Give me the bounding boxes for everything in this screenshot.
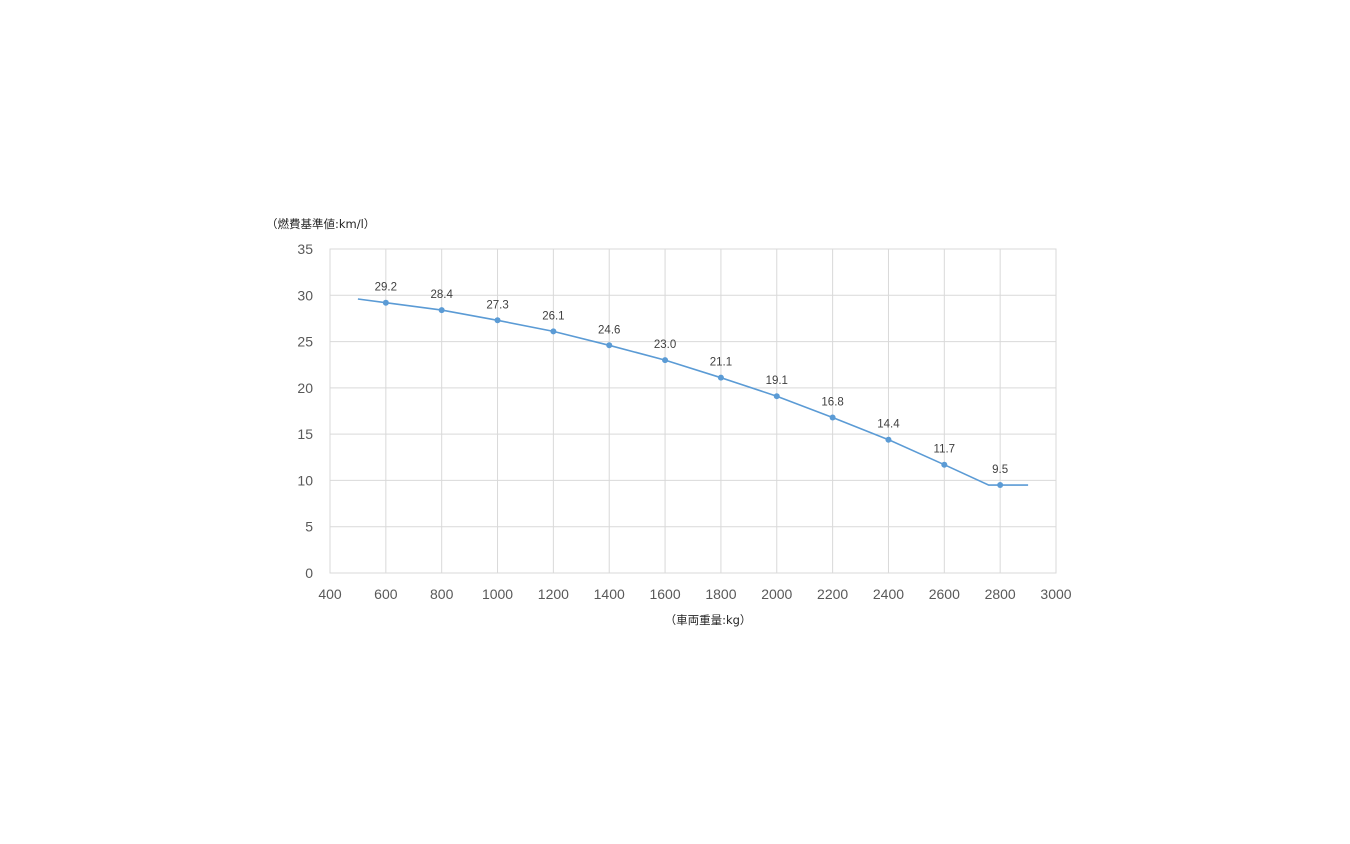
data-label: 9.5 — [992, 464, 1008, 476]
x-tick-label: 1200 — [538, 586, 569, 602]
data-label: 28.4 — [430, 289, 453, 301]
data-label: 23.0 — [654, 339, 676, 351]
y-tick-label: 0 — [305, 565, 313, 581]
x-axis-ticks: 400 600 800 1000 1200 1400 1600 1800 2000 2200 240… — [318, 586, 1071, 602]
series: 29.2 28.4 27.3 26.1 24.6 23.0 21.1 19.1 16.8 14.4… — [357, 282, 1029, 489]
x-tick-label: 2000 — [761, 586, 792, 602]
x-tick-label: 800 — [430, 586, 454, 602]
y-tick-label: 20 — [297, 380, 313, 396]
x-tick-label: 2600 — [929, 586, 960, 602]
series-line — [357, 298, 1029, 486]
x-tick-label: 2400 — [873, 586, 904, 602]
y-axis-ticks: 0 5 10 15 20 25 30 35 — [297, 241, 313, 581]
x-tick-label: 600 — [374, 586, 398, 602]
data-point — [997, 482, 1004, 489]
y-tick-label: 25 — [297, 334, 313, 350]
y-tick-label: 5 — [305, 519, 313, 535]
plot-area — [329, 248, 1057, 574]
y-tick-label: 10 — [297, 472, 313, 488]
data-label: 29.2 — [375, 282, 397, 294]
x-tick-label: 3000 — [1040, 586, 1071, 602]
data-point — [438, 307, 445, 314]
y-axis-label: （燃費基準値:km/l） — [266, 217, 375, 231]
x-tick-label: 1800 — [705, 586, 736, 602]
x-tick-label: 1600 — [649, 586, 680, 602]
x-tick-label: 400 — [318, 586, 342, 602]
data-point — [885, 436, 892, 443]
x-tick-label: 1400 — [594, 586, 625, 602]
data-label: 16.8 — [821, 396, 843, 408]
data-point — [941, 461, 948, 468]
x-tick-label: 2200 — [817, 586, 848, 602]
data-label: 24.6 — [598, 324, 620, 336]
data-point — [606, 342, 613, 349]
y-tick-label: 35 — [297, 241, 313, 257]
data-point — [829, 414, 836, 421]
data-point — [550, 328, 557, 335]
data-point — [717, 374, 724, 381]
y-tick-label: 15 — [297, 426, 313, 442]
data-point — [662, 357, 669, 364]
data-point — [773, 393, 780, 400]
data-label: 11.7 — [934, 444, 956, 456]
x-axis-label: （車両重量:kg） — [665, 613, 752, 627]
x-tick-label: 2800 — [985, 586, 1016, 602]
data-label: 14.4 — [877, 419, 900, 431]
y-tick-label: 30 — [297, 287, 313, 303]
data-label: 21.1 — [710, 357, 732, 369]
data-label: 27.3 — [486, 299, 508, 311]
data-point — [494, 317, 501, 324]
data-label: 26.1 — [542, 310, 564, 322]
data-point — [382, 299, 389, 306]
x-tick-label: 1000 — [482, 586, 513, 602]
data-label: 19.1 — [766, 375, 788, 387]
